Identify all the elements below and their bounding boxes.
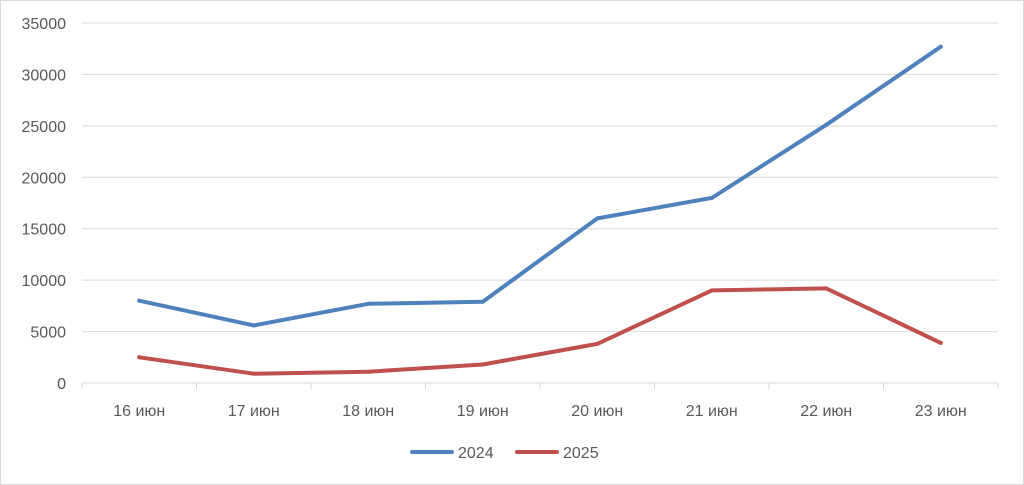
y-tick-label: 30000 [22, 67, 67, 84]
x-tick-label: 23 июн [915, 403, 967, 420]
x-tick-label: 17 июн [228, 403, 280, 420]
gridlines [82, 22, 998, 333]
y-tick-label: 15000 [22, 222, 67, 239]
data-point-2024 [480, 299, 485, 304]
y-tick-label: 20000 [22, 170, 67, 187]
data-point-2024 [595, 216, 600, 221]
y-tick-label: 25000 [22, 119, 67, 136]
data-point-2024 [709, 195, 714, 200]
y-tick-label: 0 [57, 376, 66, 393]
data-point-2024 [824, 122, 829, 127]
data-point-2024 [137, 298, 142, 303]
x-tick-label: 22 июн [800, 403, 852, 420]
y-axis-tick-labels: 0 5000 10000 15000 20000 25000 30000 35000 [22, 16, 67, 393]
data-point-2024 [366, 301, 371, 306]
axes [81, 382, 999, 389]
series-line-2024 [137, 44, 943, 328]
data-point-2024 [251, 323, 256, 328]
data-point-2025 [824, 286, 829, 291]
y-tick-label: 5000 [30, 325, 66, 342]
x-tick-label: 20 июн [571, 403, 623, 420]
data-point-2024 [938, 44, 943, 49]
data-point-2025 [480, 362, 485, 367]
legend: 2024 2025 [410, 445, 599, 462]
data-point-2025 [137, 355, 142, 360]
x-tick-label: 18 июн [342, 403, 394, 420]
x-tick-label: 19 июн [457, 403, 509, 420]
data-point-2025 [366, 369, 371, 374]
legend-label: 2025 [563, 445, 599, 462]
data-point-2025 [938, 340, 943, 345]
y-tick-label: 35000 [22, 16, 67, 33]
x-tick-label: 21 июн [686, 403, 738, 420]
data-point-2025 [709, 288, 714, 293]
legend-label: 2024 [458, 445, 494, 462]
x-axis-tick-labels: 16 июн 17 июн 18 июн 19 июн 20 июн 21 июн 22 и… [113, 403, 967, 420]
data-point-2025 [251, 371, 256, 376]
x-tick-label: 16 июн [113, 403, 165, 420]
series-lines [137, 44, 943, 376]
data-point-2025 [595, 341, 600, 346]
y-tick-label: 10000 [22, 273, 67, 290]
series-line-2025 [137, 286, 943, 376]
